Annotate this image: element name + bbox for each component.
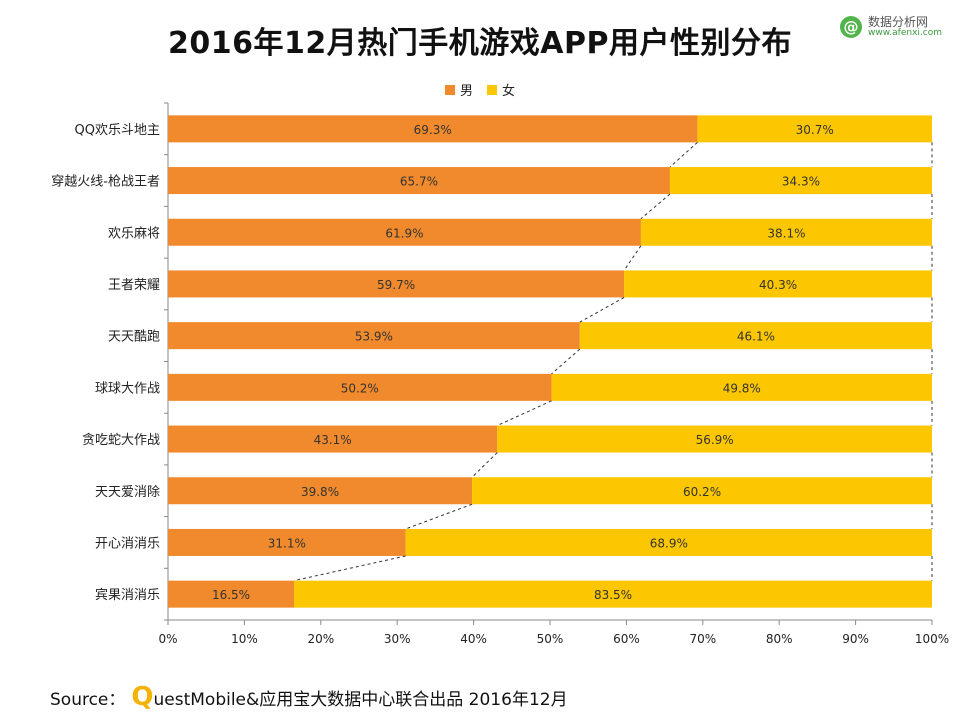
bar-male [168, 322, 580, 350]
data-label-female: 83.5% [594, 588, 632, 602]
bar-male [168, 115, 698, 143]
x-tick-label: 100% [915, 632, 949, 646]
watermark: @ 数据分析网 www.afenxi.com [840, 15, 942, 39]
category-label: 宾果消消乐 [95, 587, 160, 603]
data-label-female: 60.2% [683, 485, 721, 499]
category-label: QQ欢乐斗地主 [75, 123, 160, 138]
series-line-male [669, 141, 698, 168]
bar-male [168, 270, 625, 298]
data-label-male: 65.7% [400, 175, 438, 189]
bar-female [624, 270, 932, 298]
legend-swatch-female [487, 84, 497, 95]
category-label: 开心消消乐 [95, 536, 160, 551]
data-label-male: 39.8% [301, 485, 339, 499]
bar-female [551, 373, 932, 401]
bar-male [168, 373, 552, 401]
x-tick-label: 50% [537, 632, 564, 646]
x-tick-label: 60% [613, 632, 640, 646]
data-label-female: 30.7% [796, 123, 834, 137]
data-label-female: 49.8% [723, 381, 761, 395]
series-line-male [640, 193, 671, 220]
data-label-male: 59.7% [377, 278, 415, 292]
series-line-male [623, 245, 642, 271]
watermark-logo-icon: @ [840, 16, 863, 39]
data-label-male: 69.3% [414, 123, 452, 137]
x-tick-label: 40% [460, 632, 487, 646]
category-label: 天天爱消除 [95, 485, 160, 500]
x-tick-label: 30% [384, 632, 411, 646]
source-text: uestMobile&应用宝大数据中心联合出品 2016年12月 [153, 690, 568, 710]
x-tick-label: 10% [231, 632, 258, 646]
bar-male [168, 167, 670, 195]
category-label: 穿越火线-枪战王者 [51, 174, 160, 190]
series-line-male [497, 400, 552, 427]
data-label-female: 68.9% [650, 536, 688, 550]
series-line-male [293, 555, 406, 582]
category-label: 球球大作战 [95, 381, 160, 396]
data-label-male: 43.1% [314, 433, 352, 447]
x-tick-label: 0% [158, 632, 177, 646]
bar-female [579, 322, 932, 350]
data-label-female: 46.1% [737, 330, 775, 344]
data-label-female: 40.3% [759, 278, 797, 292]
source-prefix: Source： [50, 690, 126, 710]
source-note: Source： Q uestMobile&应用宝大数据中心联合出品 2016年1… [50, 684, 568, 710]
x-tick-label: 70% [689, 632, 716, 646]
category-label: 贪吃蛇大作战 [82, 432, 160, 448]
chart-title: 2016年12月热门手机游戏APP用户性别分布 [168, 26, 792, 61]
series-line-male [471, 452, 498, 478]
bar-female [405, 528, 932, 556]
data-label-female: 34.3% [782, 175, 820, 189]
x-tick-label: 20% [307, 632, 334, 646]
watermark-name: 数据分析网 [868, 15, 929, 29]
category-label: 天天酷跑 [108, 330, 160, 345]
data-label-male: 50.2% [341, 381, 379, 395]
legend-item-male: 男 [444, 80, 473, 99]
legend-item-female: 女 [487, 80, 515, 99]
legend-label-female: 女 [502, 84, 516, 99]
category-label: 王者荣耀 [108, 278, 160, 293]
bar-male [168, 425, 498, 453]
data-label-male: 16.5% [212, 588, 250, 602]
data-label-male: 61.9% [385, 226, 423, 240]
category-label: 欢乐麻将 [108, 226, 160, 241]
data-label-female: 56.9% [696, 433, 734, 447]
bar-male [168, 218, 641, 246]
x-tick-label: 80% [766, 632, 793, 646]
legend-swatch-male [444, 84, 455, 95]
data-label-male: 53.9% [355, 330, 393, 344]
bar-female [294, 580, 932, 608]
data-label-female: 38.1% [767, 226, 805, 240]
bar-male [168, 528, 406, 556]
legend-label-male: 男 [459, 84, 473, 99]
bar-male [168, 477, 473, 505]
watermark-url: www.afenxi.com [868, 27, 942, 38]
x-tick-label: 90% [842, 632, 869, 646]
series-line-male [551, 348, 581, 375]
bar-female [669, 167, 932, 195]
data-label-male: 31.1% [268, 536, 306, 550]
series-line-male [405, 503, 473, 530]
bar-female [472, 477, 932, 505]
bar-female [497, 425, 932, 453]
legend: 男 女 [0, 80, 960, 99]
series-line-male [579, 297, 625, 323]
bar-male [168, 580, 295, 608]
questmobile-q-logo: Q [131, 682, 154, 712]
bar-female [640, 218, 932, 246]
bar-female [697, 115, 932, 143]
